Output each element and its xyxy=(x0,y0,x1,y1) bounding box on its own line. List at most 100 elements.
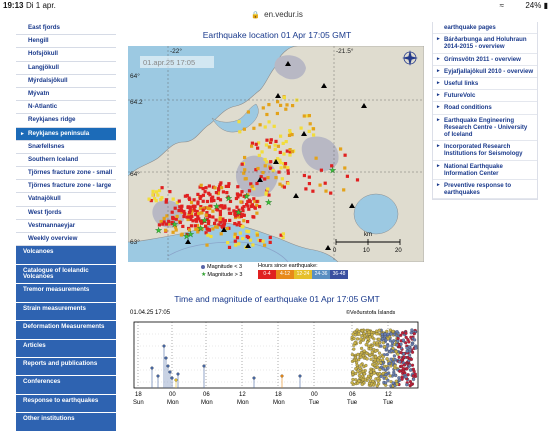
quake-marker xyxy=(240,162,244,166)
plot-point xyxy=(401,331,405,335)
quake-marker xyxy=(171,216,175,220)
right-link-9[interactable]: National Earthquake Information Center xyxy=(433,161,537,181)
sidebar-main-item-2[interactable]: Tremor measurements xyxy=(16,284,116,303)
sidebar-item-11[interactable]: Tjörnes fracture zone - small xyxy=(16,167,116,181)
right-link-7[interactable]: Earthquake Engineering Research Centre -… xyxy=(433,115,537,142)
right-link-6[interactable]: Road conditions xyxy=(433,102,537,115)
quake-marker xyxy=(299,126,303,130)
quake-marker xyxy=(311,127,316,131)
plot-point xyxy=(405,349,409,353)
plot-point xyxy=(370,333,374,337)
plot-point xyxy=(408,348,412,352)
sidebar-item-16[interactable]: Weekly overview xyxy=(16,233,116,247)
sidebar-main-item-1[interactable]: Catalogue of Icelandic Volcanoes xyxy=(16,264,116,285)
sidebar-main-item-8[interactable]: Response to earthquakes xyxy=(16,394,116,414)
quake-marker xyxy=(257,141,261,145)
quake-marker xyxy=(288,129,292,133)
sidebar-item-9[interactable]: Snæfellsnes xyxy=(16,141,116,154)
quake-marker xyxy=(162,220,166,224)
quake-marker xyxy=(175,214,179,218)
sidebar-main-item-5[interactable]: Articles xyxy=(16,339,116,358)
plot-point xyxy=(370,373,374,377)
plot-point xyxy=(391,360,396,365)
sidebar-item-13[interactable]: Vatnajökull xyxy=(16,193,116,207)
quake-marker xyxy=(204,231,208,235)
quake-marker xyxy=(245,229,249,233)
sidebar-main-item-4[interactable]: Deformation Measurements xyxy=(16,321,116,340)
address-bar[interactable]: 🔒 en.vedur.is xyxy=(0,10,554,22)
quake-marker xyxy=(218,209,222,213)
plot-hour-label: 18 xyxy=(275,392,282,398)
quake-marker xyxy=(211,209,215,213)
quake-marker xyxy=(267,145,271,149)
sidebar-item-8[interactable]: Reykjanes peninsula xyxy=(16,127,116,141)
plot-point xyxy=(362,349,366,353)
lat-label-64-2: 64.2 xyxy=(130,99,143,106)
quake-marker xyxy=(170,210,174,214)
plot-point xyxy=(381,371,385,376)
quake-marker xyxy=(189,224,194,228)
status-date: Di 1 apr. xyxy=(26,1,56,10)
quake-marker xyxy=(206,221,211,226)
right-link-2[interactable]: Grímsvötn 2011 - overview xyxy=(433,54,537,66)
plot-point xyxy=(405,383,409,387)
sidebar-item-15[interactable]: Vestmannaeyjar xyxy=(16,220,116,233)
station-triangle xyxy=(293,193,299,198)
scale-bar: km 0 10 20 xyxy=(333,232,402,254)
sidebar-main-item-3[interactable]: Strain measurements xyxy=(16,302,116,322)
quake-marker xyxy=(272,124,276,128)
earthquake-map[interactable]: ★ ★ ★ ★ ★ ★ ★ ★ ★ ★ ★ ★ 01.apr.25 17:05 -22° -21.5°… xyxy=(128,46,424,262)
right-links-panel: earthquake pagesBárðarbunga and Holuhrau… xyxy=(432,22,538,201)
plot-point xyxy=(360,382,364,387)
sidebar-item-4[interactable]: Mýrdalsjökull xyxy=(16,75,116,88)
quake-marker xyxy=(175,201,179,205)
plot-point xyxy=(389,357,393,361)
quake-marker xyxy=(264,192,268,196)
sidebar-item-6[interactable]: N-Atlantic xyxy=(16,101,116,115)
plot-point xyxy=(367,374,371,378)
plot-point xyxy=(393,357,397,362)
plot-point xyxy=(404,341,408,345)
quake-marker xyxy=(290,133,294,137)
sidebar-item-1[interactable]: Hengill xyxy=(16,35,116,49)
right-link-4[interactable]: Useful links xyxy=(433,78,537,91)
sidebar-main-item-6[interactable]: Reports and publications xyxy=(16,357,116,377)
quake-marker xyxy=(235,213,239,217)
quake-marker xyxy=(307,114,311,118)
sidebar-main-item-0[interactable]: Volcanoes xyxy=(16,246,116,265)
sidebar-item-12[interactable]: Tjörnes fracture zone - large xyxy=(16,180,116,194)
sidebar-item-7[interactable]: Reykjanes ridge xyxy=(16,114,116,128)
quake-marker xyxy=(255,233,259,237)
quake-marker xyxy=(165,214,169,218)
magnitude-time-plot[interactable]: 01.04.25 17:05 ©Veðurstofa Íslands 18 Sun… xyxy=(128,306,424,416)
quake-marker xyxy=(189,217,193,221)
plot-point xyxy=(166,364,170,368)
plot-point xyxy=(365,357,369,361)
plot-point xyxy=(361,369,365,373)
sidebar-item-2[interactable]: Hofsjökull xyxy=(16,48,116,62)
sidebar-main-item-7[interactable]: Conferences xyxy=(16,376,116,395)
plot-point xyxy=(381,358,385,362)
right-link-0[interactable]: earthquake pages xyxy=(433,22,537,35)
right-link-8[interactable]: Incorporated Research Institutions for S… xyxy=(433,141,537,161)
right-link-1[interactable]: Bárðarbunga and Holuhraun 2014-2015 - ov… xyxy=(433,34,537,54)
sidebar-item-10[interactable]: Southern Iceland xyxy=(16,154,116,168)
plot-point xyxy=(389,332,393,336)
quake-marker xyxy=(193,224,197,228)
quake-marker xyxy=(203,190,207,194)
quake-marker xyxy=(183,194,187,198)
quake-marker xyxy=(258,239,263,243)
plot-point xyxy=(405,346,409,350)
right-link-10[interactable]: Preventive response to earthquakes xyxy=(433,180,537,200)
hours-swatch-0: 0-4 xyxy=(258,270,276,279)
right-link-3[interactable]: Eyjafjallajökull 2010 - overview xyxy=(433,66,537,79)
sidebar-item-3[interactable]: Langjökull xyxy=(16,62,116,75)
plot-point xyxy=(410,342,414,347)
right-link-5[interactable]: FutureVolc xyxy=(433,90,537,103)
quake-marker xyxy=(153,197,157,201)
sidebar-item-5[interactable]: Mývatn xyxy=(16,88,116,102)
sidebar-item-0[interactable]: East fjords xyxy=(16,22,116,36)
plot-day-label: Tue xyxy=(309,400,320,406)
quake-marker xyxy=(263,157,267,162)
sidebar-item-14[interactable]: West fjords xyxy=(16,207,116,220)
